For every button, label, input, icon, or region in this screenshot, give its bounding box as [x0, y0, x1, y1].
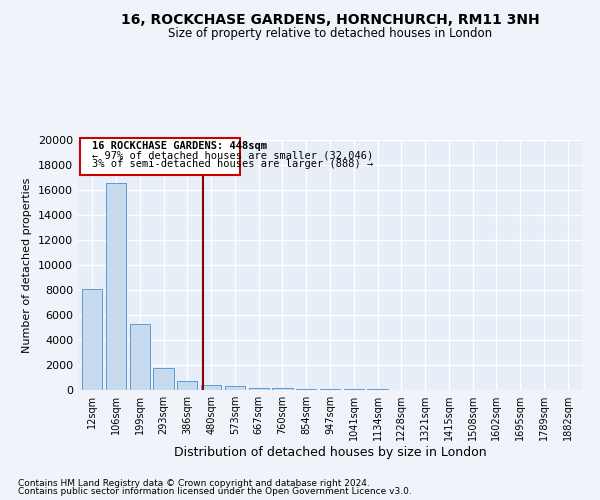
Bar [154, 368, 173, 390]
Bar [320, 389, 340, 390]
Bar [106, 183, 126, 390]
Bar [225, 386, 245, 390]
Y-axis label: Number of detached properties: Number of detached properties [22, 178, 32, 352]
Bar [82, 290, 103, 390]
Text: 16, ROCKCHASE GARDENS, HORNCHURCH, RM11 3NH: 16, ROCKCHASE GARDENS, HORNCHURCH, RM11 … [121, 12, 539, 26]
Bar [201, 385, 221, 390]
Text: Size of property relative to detached houses in London: Size of property relative to detached ho… [168, 28, 492, 40]
Bar [177, 381, 197, 390]
X-axis label: Distribution of detached houses by size in London: Distribution of detached houses by size … [173, 446, 487, 459]
Text: 16 ROCKCHASE GARDENS: 448sqm: 16 ROCKCHASE GARDENS: 448sqm [92, 141, 267, 151]
Text: Contains HM Land Registry data © Crown copyright and database right 2024.: Contains HM Land Registry data © Crown c… [18, 478, 370, 488]
Bar [80, 138, 239, 175]
Bar [130, 324, 150, 390]
Bar [248, 388, 269, 390]
Text: ← 97% of detached houses are smaller (32,046): ← 97% of detached houses are smaller (32… [92, 150, 374, 160]
Text: Contains public sector information licensed under the Open Government Licence v3: Contains public sector information licen… [18, 487, 412, 496]
Text: 3% of semi-detached houses are larger (888) →: 3% of semi-detached houses are larger (8… [92, 159, 374, 169]
Bar [296, 389, 316, 390]
Bar [272, 388, 293, 390]
